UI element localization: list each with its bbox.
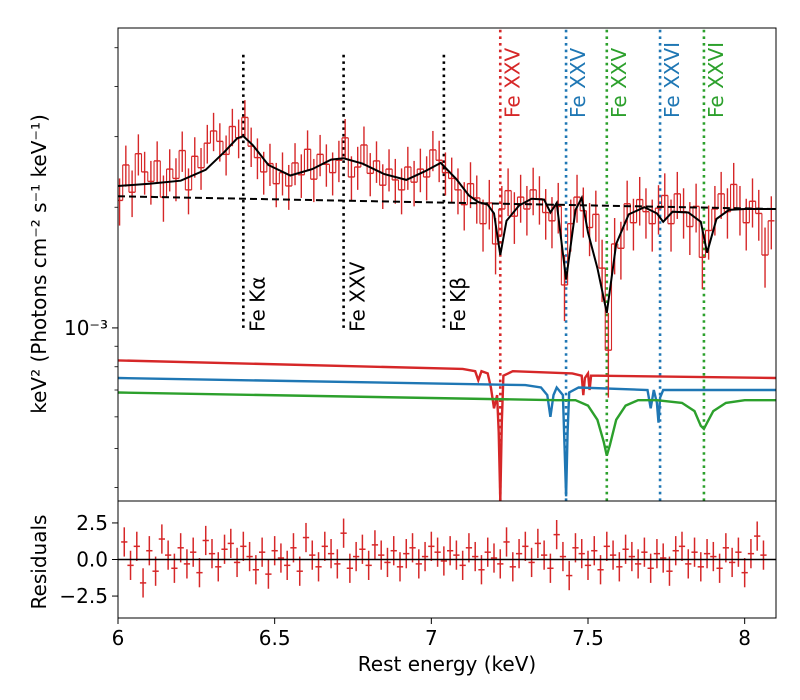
line-label-2: Fe Kβ [446, 277, 470, 332]
model-line [118, 134, 776, 314]
model-component-1 [118, 376, 776, 497]
spectrum-model [118, 134, 776, 314]
line-label-6: Fe XXVI [660, 42, 684, 118]
residuals-ticks: 2.5 0.0 −2.56 6.5 7 7.5 8 [59, 511, 751, 650]
residuals-xtick-label-1: 6.5 [259, 626, 291, 650]
residuals-ytick-label-0: 2.5 [76, 511, 108, 535]
line-label-7: Fe XXVI [704, 42, 728, 118]
model-components [118, 359, 776, 501]
residuals-ytick-label-1: 0.0 [76, 548, 108, 572]
spectrum-ylabel: keV² (Photons cm⁻² s⁻¹ keV⁻¹) [27, 114, 51, 414]
spectrum-panel: Fe Kα Fe XXV Fe Kβ Fe XXV Fe XXV Fe XXV Fe XXV… [27, 27, 777, 502]
residuals-xlabel: Rest energy (keV) [358, 652, 536, 676]
residuals-xtick-label-0: 6 [112, 626, 125, 650]
residuals-ytick-label-2: −2.5 [59, 584, 108, 608]
model-component-2 [118, 391, 776, 457]
line-label-4: Fe XXV [566, 48, 590, 118]
spectrum-ytick-label-0: 10⁻³ [64, 316, 108, 340]
line-label-3: Fe XXV [500, 48, 524, 118]
residuals-xtick-label-3: 7.5 [572, 626, 604, 650]
residuals-panel: 2.5 0.0 −2.56 6.5 7 7.5 8 Residuals Rest energ… [27, 500, 777, 676]
line-label-1: Fe XXV [346, 261, 370, 331]
spectrum-data [118, 100, 775, 398]
residuals-xtick-label-2: 7 [425, 626, 438, 650]
line-label-0: Fe Kα [245, 277, 269, 332]
line-label-5: Fe XXV [607, 48, 631, 118]
line-labels: Fe Kα Fe XXV Fe Kβ Fe XXV Fe XXV Fe XXV Fe XXV… [245, 42, 728, 332]
residuals-ylabel: Residuals [27, 515, 51, 610]
residuals-data [121, 518, 767, 598]
model-component-0 [118, 359, 776, 501]
residuals-xtick-label-4: 8 [738, 626, 751, 650]
spectrum-yticks: 10⁻³ [64, 47, 118, 488]
line-markers [242, 28, 706, 501]
